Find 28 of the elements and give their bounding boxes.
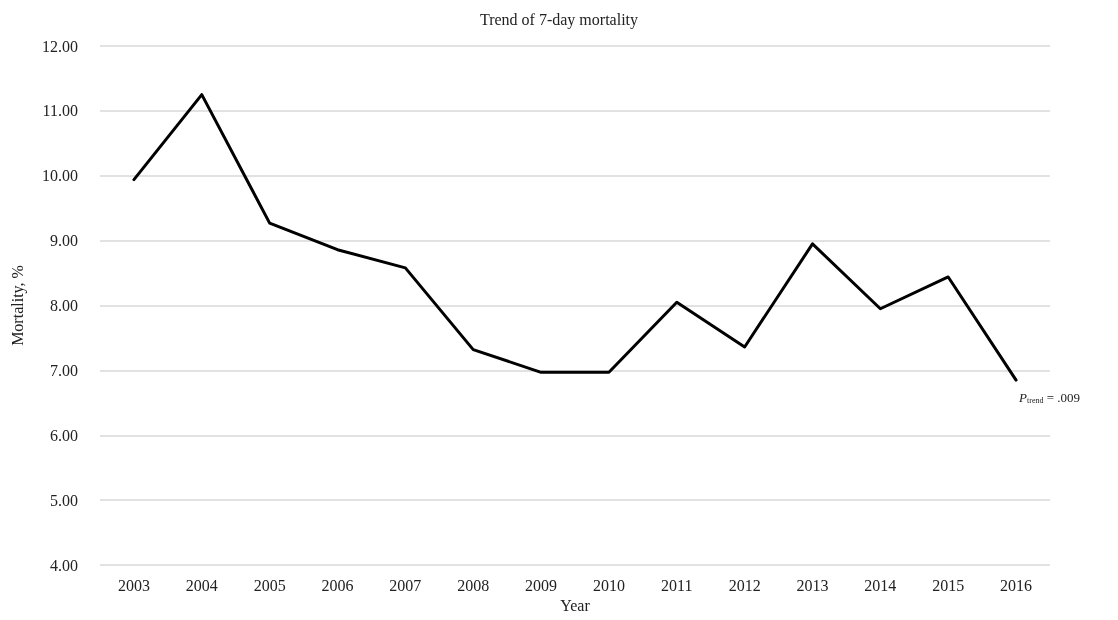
x-tick-label: 2007 — [389, 576, 422, 594]
annotation: Ptrend = .009 — [1018, 389, 1081, 405]
x-tick-label: 2011 — [661, 576, 693, 594]
x-tick-label: 2006 — [321, 576, 354, 594]
chart-title: Trend of 7-day mortality — [479, 10, 639, 29]
x-axis-title: Year — [560, 597, 591, 615]
y-tick-label: 12.00 — [42, 37, 78, 55]
x-tick-label: 2015 — [932, 576, 965, 594]
x-tick-label: 2010 — [592, 576, 625, 594]
y-tick-label: 8.00 — [50, 297, 78, 314]
x-tick-label: 2005 — [253, 576, 286, 594]
x-tick-label: 2012 — [728, 576, 761, 594]
x-tick-label: 2016 — [1000, 576, 1033, 594]
y-tick-label: 6.00 — [50, 426, 78, 444]
y-tick-label: 7.00 — [50, 361, 78, 379]
y-axis-title: Mortality, % — [8, 265, 27, 346]
x-tick-label: 2004 — [185, 576, 218, 594]
y-tick-label: 10.00 — [42, 167, 78, 185]
y-tick-label: 11.00 — [42, 102, 78, 120]
line-series — [132, 93, 1018, 382]
y-tick-label: 4.00 — [50, 556, 78, 574]
x-tick-label: 2014 — [864, 576, 897, 594]
y-tick-label: 9.00 — [50, 232, 78, 250]
y-tick-label: 5.00 — [50, 491, 78, 509]
x-tick-label: 2009 — [525, 576, 558, 594]
x-tick-label: 2013 — [796, 576, 829, 594]
x-tick-label: 2003 — [117, 576, 150, 594]
x-tick-label: 2008 — [457, 576, 490, 594]
